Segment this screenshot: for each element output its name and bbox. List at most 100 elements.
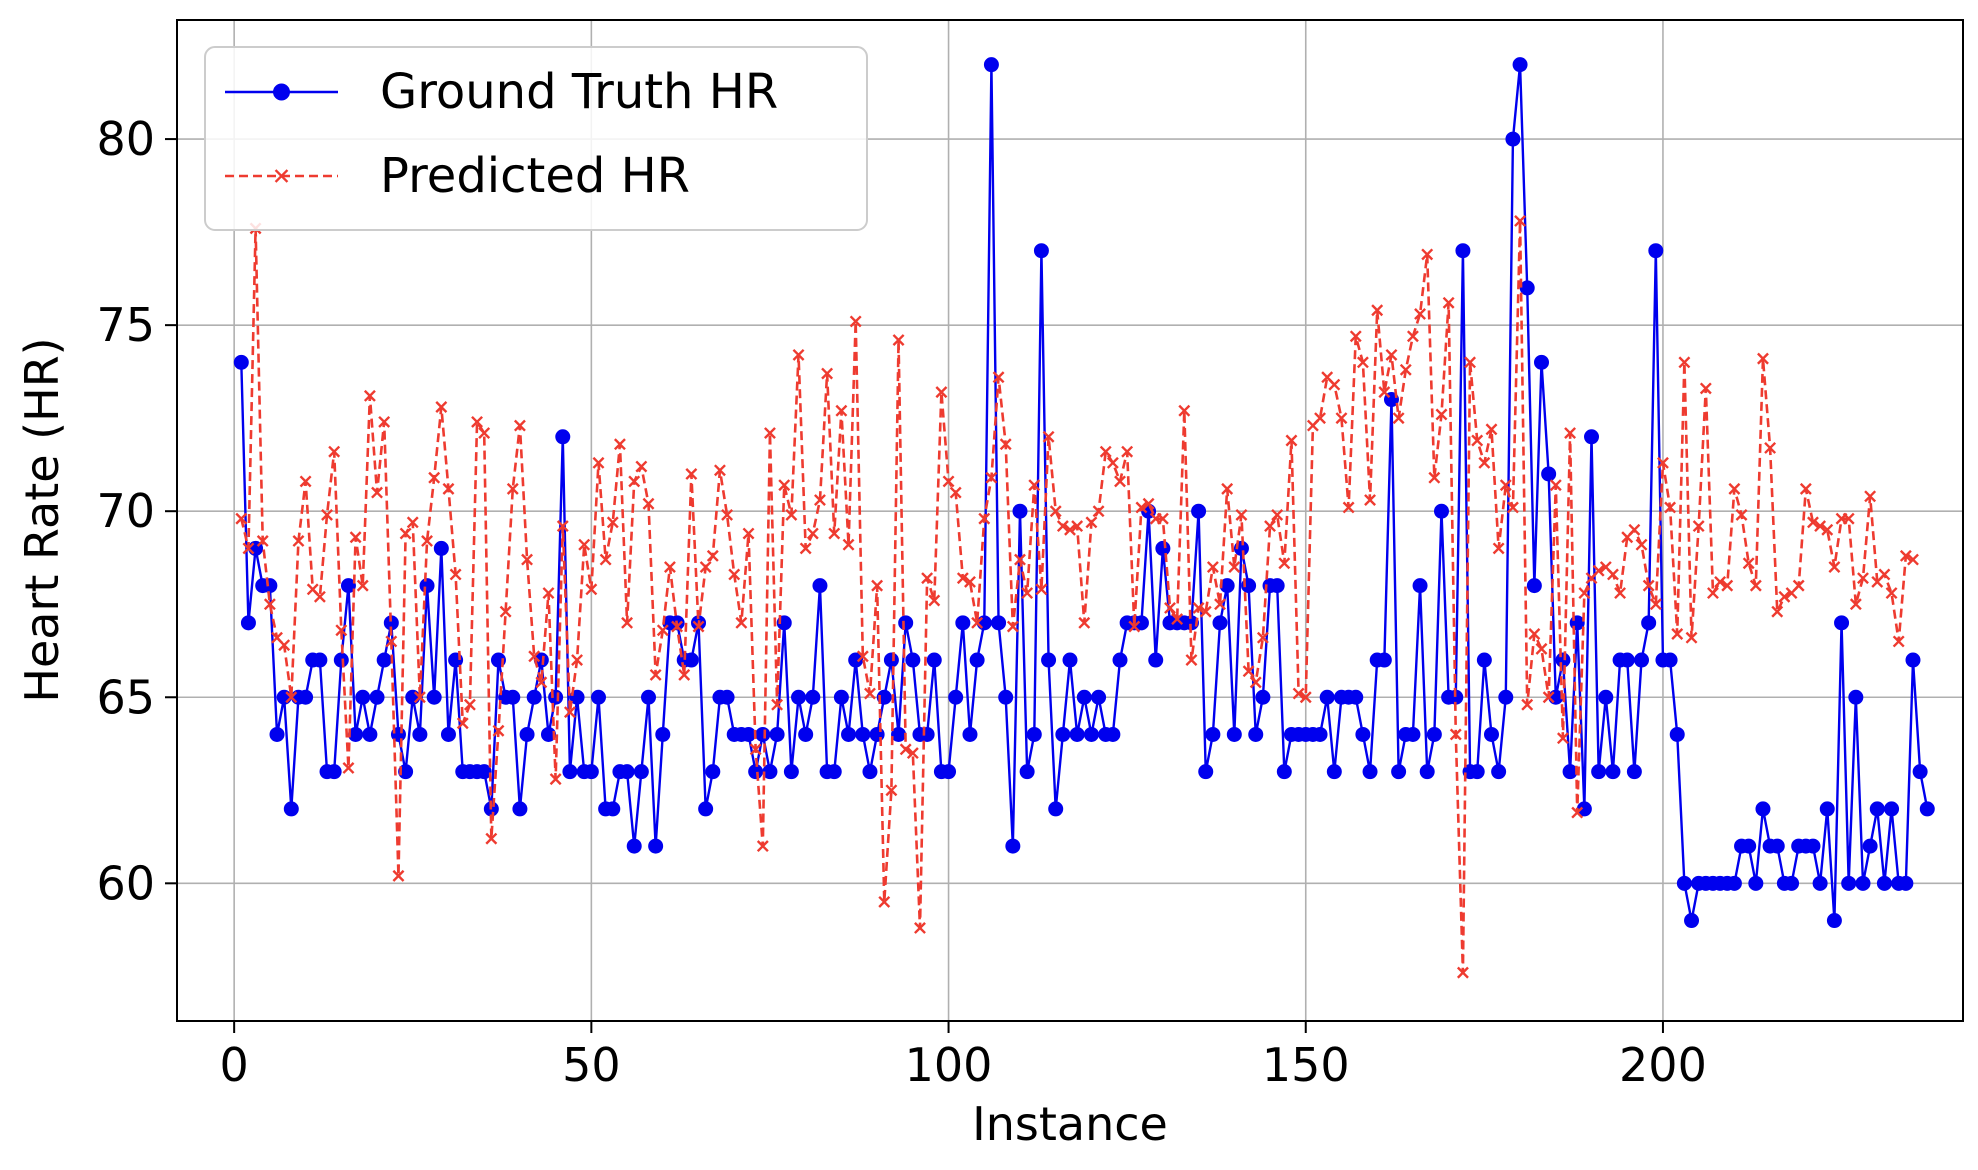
data-point xyxy=(535,676,548,689)
data-point xyxy=(1128,620,1141,633)
data-point xyxy=(798,726,814,742)
data-point xyxy=(1312,726,1328,742)
data-point xyxy=(1069,726,1085,742)
data-point xyxy=(1041,652,1057,668)
data-point xyxy=(1055,726,1071,742)
data-point xyxy=(1464,356,1477,369)
data-point xyxy=(1506,501,1519,514)
data-point xyxy=(1635,538,1648,551)
data-point xyxy=(892,334,905,346)
data-point xyxy=(1876,875,1892,891)
data-point xyxy=(1135,501,1148,514)
data-point xyxy=(1326,764,1342,780)
data-point xyxy=(1821,523,1834,536)
data-point xyxy=(1035,583,1048,596)
data-point xyxy=(833,689,849,705)
data-point xyxy=(1834,615,1850,631)
data-point xyxy=(755,726,771,742)
data-point xyxy=(898,615,914,631)
data-point xyxy=(1864,490,1877,503)
data-point xyxy=(1433,503,1449,519)
data-point xyxy=(321,508,333,521)
data-point xyxy=(799,542,812,555)
data-point xyxy=(1555,652,1571,668)
data-point xyxy=(1676,875,1692,891)
data-point xyxy=(1799,482,1812,495)
data-point xyxy=(1328,378,1341,391)
data-point xyxy=(376,652,392,668)
data-point xyxy=(405,689,421,705)
data-point xyxy=(242,542,255,555)
data-point xyxy=(1669,726,1685,742)
data-point xyxy=(1805,838,1821,854)
data-point xyxy=(1248,726,1264,742)
data-point xyxy=(713,464,726,477)
data-point xyxy=(478,427,491,440)
data-point xyxy=(1385,348,1398,361)
data-point xyxy=(521,553,534,566)
data-point xyxy=(1499,479,1512,492)
data-point xyxy=(1121,445,1134,458)
data-point xyxy=(1714,575,1727,588)
data-point xyxy=(841,726,857,742)
data-point xyxy=(1849,598,1862,611)
data-point xyxy=(340,578,356,594)
data-point xyxy=(1264,520,1276,533)
data-point xyxy=(1699,382,1712,395)
data-point xyxy=(1099,445,1112,458)
data-point xyxy=(885,784,898,797)
data-point xyxy=(1056,520,1069,533)
data-point xyxy=(1534,354,1550,370)
data-point xyxy=(869,726,885,742)
data-point xyxy=(578,538,591,551)
data-point xyxy=(914,922,926,934)
data-point xyxy=(428,471,441,484)
data-point xyxy=(749,743,762,756)
data-point xyxy=(1249,676,1262,689)
data-point xyxy=(1114,475,1126,488)
data-point xyxy=(1685,631,1698,644)
data-point xyxy=(399,527,412,540)
data-point xyxy=(1535,642,1548,655)
data-point xyxy=(1571,806,1584,819)
data-point xyxy=(555,429,571,445)
data-point xyxy=(592,456,605,469)
data-point xyxy=(385,635,398,648)
data-point xyxy=(1807,516,1819,529)
data-point xyxy=(562,764,578,780)
data-point xyxy=(283,801,299,817)
legend: Ground Truth HR Predicted HR xyxy=(204,46,868,231)
legend-label-ground-truth-hr: Ground Truth HR xyxy=(380,64,778,120)
data-point xyxy=(1269,578,1285,594)
data-point xyxy=(683,652,699,668)
data-point xyxy=(1428,471,1441,484)
data-point xyxy=(369,689,385,705)
data-point xyxy=(635,460,648,473)
data-point xyxy=(926,652,942,668)
data-point xyxy=(1869,801,1885,817)
data-point xyxy=(1399,363,1412,376)
data-point xyxy=(641,689,657,705)
data-point xyxy=(742,527,755,540)
data-point xyxy=(1478,456,1491,469)
data-point xyxy=(1899,549,1912,562)
data-point xyxy=(1335,412,1348,425)
data-point xyxy=(1033,243,1049,259)
legend-label-predicted-hr: Predicted HR xyxy=(380,148,690,204)
data-point xyxy=(1619,652,1635,668)
data-point xyxy=(969,652,985,668)
data-point xyxy=(842,538,855,551)
data-point xyxy=(728,568,741,581)
data-point xyxy=(433,540,449,556)
data-point xyxy=(506,482,519,495)
data-point xyxy=(771,698,784,711)
axis-ticks: 0 50 100 150 200 60 65 70 75 80 xyxy=(96,112,1706,1092)
data-point xyxy=(1469,764,1485,780)
data-point xyxy=(412,726,428,742)
data-point xyxy=(335,624,348,637)
data-point xyxy=(685,468,698,480)
data-point xyxy=(1657,456,1669,469)
data-point xyxy=(1019,764,1035,780)
data-point xyxy=(1526,578,1542,594)
